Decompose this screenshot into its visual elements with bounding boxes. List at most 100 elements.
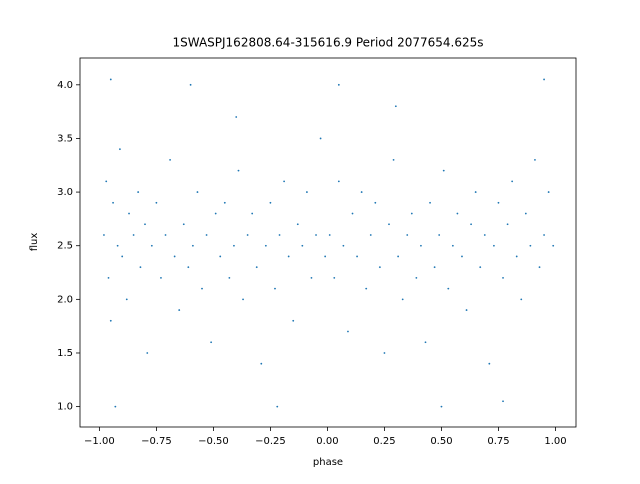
point [479, 266, 482, 269]
y-tick-label: 4.0 [57, 80, 73, 91]
point [433, 266, 436, 269]
point [360, 191, 363, 193]
point [543, 234, 545, 236]
point [520, 298, 523, 301]
point [438, 234, 441, 236]
point [442, 169, 445, 172]
point [121, 255, 124, 258]
point [187, 266, 190, 269]
point [310, 276, 313, 279]
point [534, 159, 536, 161]
point [347, 330, 349, 333]
point [242, 298, 244, 301]
y-tick-label: 1.0 [57, 402, 73, 413]
y-tick-label: 3.0 [57, 187, 73, 198]
point [201, 287, 203, 290]
point [429, 201, 431, 204]
point [219, 255, 222, 258]
point [397, 255, 400, 258]
point [333, 276, 336, 279]
point [189, 83, 192, 86]
point [470, 223, 472, 226]
point [356, 255, 358, 258]
point [235, 116, 238, 118]
plot-frame [79, 57, 577, 428]
point [119, 148, 121, 151]
point [543, 78, 545, 81]
point [337, 180, 340, 183]
x-tick-label: −0.50 [198, 436, 229, 447]
point [144, 223, 146, 226]
x-tick-label: 0.50 [430, 436, 452, 447]
point [378, 266, 381, 269]
point [233, 244, 235, 247]
point [287, 255, 290, 258]
point [456, 212, 459, 215]
point [107, 276, 110, 279]
point [497, 201, 500, 204]
point [246, 234, 249, 236]
point [502, 400, 504, 403]
point [488, 362, 491, 365]
point [196, 191, 199, 193]
point [103, 234, 105, 236]
y-tick-label: 2.0 [57, 294, 73, 305]
point [132, 234, 135, 236]
point [155, 201, 158, 204]
point [114, 405, 117, 408]
point [529, 244, 532, 247]
point [128, 212, 130, 215]
point [150, 244, 153, 247]
point [191, 244, 194, 247]
point [205, 234, 208, 236]
point [328, 234, 331, 236]
point [251, 212, 254, 215]
point [164, 234, 167, 236]
point [415, 276, 418, 279]
point [401, 298, 404, 301]
point [502, 276, 504, 279]
point [116, 244, 119, 247]
point [365, 287, 368, 290]
point [369, 234, 372, 236]
point [137, 191, 140, 193]
point [547, 191, 550, 193]
point [324, 255, 327, 258]
x-tick-label: 0.75 [487, 436, 509, 447]
y-axis-label: flux [29, 233, 40, 252]
point [447, 287, 450, 290]
point [237, 169, 240, 172]
point [160, 276, 162, 279]
x-tick-label: −0.75 [141, 436, 172, 447]
x-tick-label: 1.00 [544, 436, 566, 447]
point [374, 201, 377, 204]
point [139, 266, 142, 269]
y-tick-label: 1.5 [57, 348, 73, 359]
chart-title: 1SWASPJ162808.64-315616.9 Period 2077654… [172, 36, 483, 50]
point [146, 352, 149, 354]
y-tick-label: 3.5 [57, 133, 73, 144]
x-tick-label: −1.00 [84, 436, 115, 447]
point [451, 244, 454, 247]
point [109, 78, 112, 81]
point [515, 255, 518, 258]
point [125, 298, 128, 301]
point [351, 212, 354, 215]
point [255, 266, 258, 269]
point [105, 180, 108, 183]
point [214, 212, 217, 215]
point [169, 159, 171, 161]
point [461, 255, 463, 258]
point [260, 362, 263, 365]
point [264, 244, 267, 247]
point [440, 405, 443, 408]
point [319, 137, 322, 140]
point [278, 234, 281, 236]
point [223, 201, 226, 204]
point [474, 191, 477, 193]
point [388, 223, 390, 226]
point [274, 287, 276, 290]
point [283, 180, 286, 183]
point [276, 405, 279, 408]
